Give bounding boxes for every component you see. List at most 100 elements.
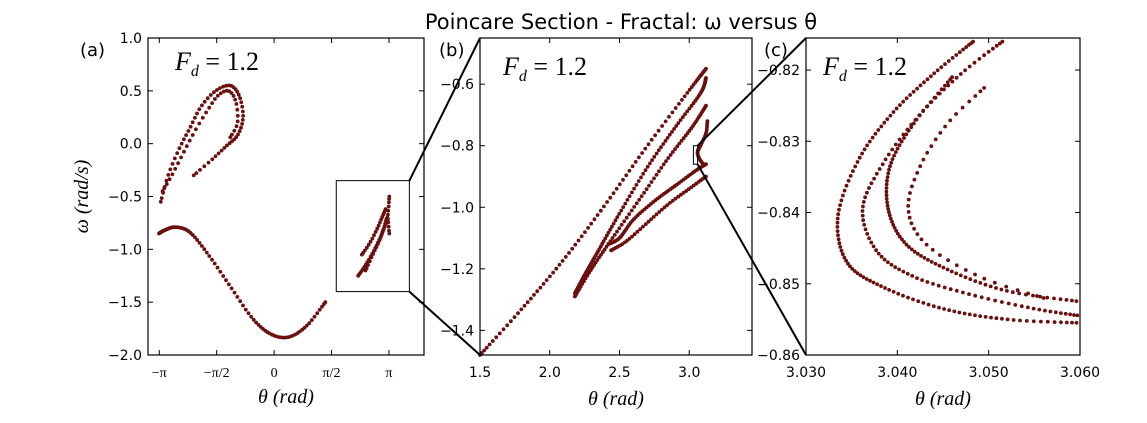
data-point bbox=[939, 65, 944, 70]
data-point bbox=[871, 244, 876, 249]
data-point bbox=[960, 105, 965, 110]
data-point bbox=[238, 96, 243, 101]
data-point bbox=[855, 160, 860, 164]
data-point bbox=[948, 77, 953, 82]
data-point bbox=[200, 103, 204, 108]
data-point bbox=[918, 83, 923, 88]
data-point bbox=[198, 168, 202, 172]
data-point bbox=[659, 165, 664, 170]
data-point bbox=[505, 323, 510, 328]
data-point bbox=[212, 261, 217, 266]
data-point bbox=[228, 135, 233, 140]
data-point bbox=[576, 238, 581, 243]
data-point bbox=[194, 127, 198, 132]
data-point bbox=[915, 171, 920, 175]
data-point bbox=[224, 278, 228, 283]
data-point bbox=[954, 288, 959, 293]
data-point bbox=[908, 93, 912, 97]
data-point bbox=[602, 204, 606, 209]
data-point bbox=[479, 351, 484, 355]
data-point bbox=[924, 242, 929, 247]
data-point bbox=[676, 121, 681, 125]
data-point bbox=[948, 118, 953, 123]
data-point bbox=[867, 139, 872, 144]
data-point bbox=[888, 164, 892, 169]
data-point bbox=[582, 279, 586, 284]
data-point bbox=[862, 222, 867, 227]
data-point bbox=[634, 183, 639, 187]
data-point bbox=[1064, 320, 1069, 325]
data-point bbox=[229, 286, 234, 291]
data-point bbox=[921, 157, 926, 162]
data-point bbox=[657, 169, 661, 174]
data-point bbox=[370, 236, 375, 241]
data-point bbox=[874, 171, 879, 176]
data-point bbox=[213, 154, 218, 159]
data-point bbox=[642, 190, 646, 195]
data-point bbox=[239, 125, 243, 130]
data-point bbox=[677, 102, 681, 106]
data-point bbox=[890, 147, 895, 152]
data-point bbox=[986, 297, 991, 301]
data-point bbox=[861, 275, 866, 279]
data-point bbox=[630, 164, 635, 169]
data-point bbox=[896, 231, 900, 236]
data-point bbox=[841, 193, 845, 198]
data-point bbox=[366, 263, 370, 267]
panel-label: (c) bbox=[764, 40, 788, 61]
data-point bbox=[610, 236, 615, 240]
data-point bbox=[679, 138, 684, 143]
data-point bbox=[624, 173, 629, 178]
data-point bbox=[675, 144, 680, 149]
data-point bbox=[603, 236, 608, 241]
data-point bbox=[887, 288, 891, 292]
data-point bbox=[705, 119, 710, 123]
data-point bbox=[182, 149, 186, 154]
y-tick-label: −1.0 bbox=[108, 242, 142, 258]
data-point bbox=[632, 205, 637, 209]
data-point bbox=[973, 94, 978, 98]
data-point bbox=[1031, 319, 1036, 324]
y-tick-label: 0.5 bbox=[120, 84, 142, 100]
data-point bbox=[947, 308, 952, 313]
data-point bbox=[387, 231, 392, 236]
data-point bbox=[929, 260, 934, 264]
data-point bbox=[1058, 297, 1063, 302]
data-point bbox=[861, 204, 865, 209]
data-point bbox=[884, 193, 889, 198]
data-point bbox=[1059, 311, 1063, 315]
data-point bbox=[1045, 319, 1050, 324]
y-tick-label: −0.8 bbox=[440, 139, 474, 155]
data-point bbox=[632, 186, 636, 191]
data-point bbox=[1018, 318, 1022, 323]
data-point bbox=[225, 143, 229, 148]
data-point bbox=[838, 245, 843, 249]
data-point bbox=[525, 300, 530, 305]
data-point bbox=[202, 247, 207, 252]
data-point bbox=[654, 151, 659, 156]
data-point bbox=[364, 245, 369, 250]
data-point bbox=[598, 208, 603, 213]
data-point bbox=[670, 130, 674, 134]
data-point bbox=[895, 146, 900, 151]
data-point bbox=[889, 262, 894, 267]
data-point bbox=[221, 89, 226, 94]
plot-frame bbox=[147, 37, 425, 356]
zoom-box bbox=[335, 180, 410, 293]
y-tick-label: −2.0 bbox=[108, 348, 142, 364]
data-point bbox=[647, 183, 651, 188]
data-point bbox=[637, 155, 641, 160]
data-point bbox=[910, 274, 915, 278]
data-point bbox=[1043, 308, 1047, 313]
data-point bbox=[886, 152, 891, 157]
data-point bbox=[915, 232, 920, 237]
data-point bbox=[386, 217, 390, 221]
data-point bbox=[197, 107, 202, 112]
data-point bbox=[162, 186, 167, 191]
x-tick-label: 3.050 bbox=[969, 365, 1009, 381]
data-point bbox=[910, 184, 914, 189]
data-point bbox=[636, 179, 641, 184]
data-point bbox=[206, 160, 211, 165]
data-point bbox=[994, 43, 999, 48]
data-point bbox=[368, 239, 373, 244]
